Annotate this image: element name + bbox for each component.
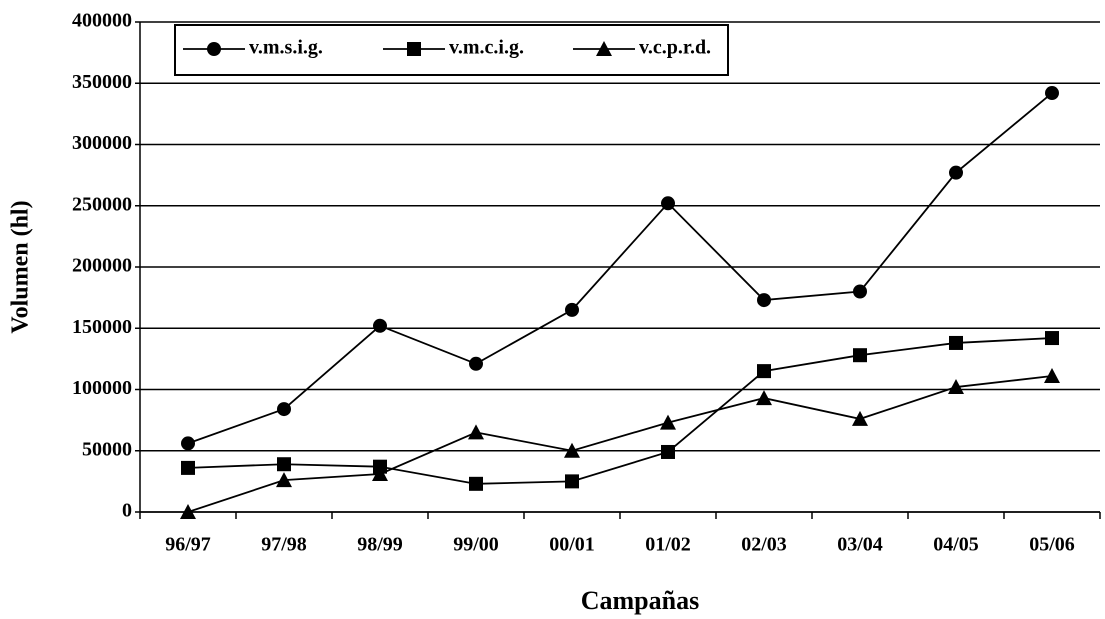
legend-label: v.m.c.i.g. (449, 37, 524, 59)
x-tick-label: 97/98 (261, 534, 307, 556)
marker (181, 436, 195, 451)
marker (564, 442, 580, 458)
marker (469, 476, 483, 491)
marker (948, 379, 964, 395)
marker (277, 402, 291, 417)
y-tick-label: 250000 (72, 193, 132, 215)
marker (565, 302, 579, 317)
x-tick-label: 98/99 (357, 534, 403, 556)
x-tick-label: 04/05 (933, 534, 979, 556)
marker (407, 42, 421, 56)
marker (661, 444, 675, 459)
marker (853, 284, 867, 299)
x-axis-label: Campañas (581, 586, 699, 615)
series-line (187, 92, 1053, 445)
marker (756, 390, 772, 406)
x-tick-label: 99/00 (453, 534, 499, 556)
series-line (187, 375, 1053, 513)
y-axis-label: Volumen (hl) (8, 200, 34, 333)
marker (661, 196, 675, 211)
marker (949, 335, 963, 350)
y-tick-label: 200000 (72, 255, 132, 277)
x-tick-label: 05/06 (1029, 534, 1075, 556)
marker (949, 165, 963, 180)
marker (276, 472, 292, 488)
y-tick-label: 350000 (72, 71, 132, 93)
marker (660, 414, 676, 430)
series-line (187, 337, 1053, 485)
y-tick-label: 300000 (72, 132, 132, 154)
marker (469, 356, 483, 371)
x-tick-label: 03/04 (837, 534, 883, 556)
marker (852, 410, 868, 426)
marker (207, 42, 221, 56)
marker (757, 293, 771, 308)
legend-label: v.c.p.r.d. (639, 37, 711, 59)
marker (468, 424, 484, 440)
legend-label: v.m.s.i.g. (249, 37, 323, 59)
y-tick-label: 400000 (72, 10, 132, 32)
y-tick-label: 50000 (82, 438, 132, 460)
legend (174, 24, 729, 76)
marker (1045, 331, 1059, 346)
marker (565, 474, 579, 489)
marker (1044, 368, 1060, 384)
x-tick-label: 00/01 (549, 534, 595, 556)
marker (181, 460, 195, 475)
marker (372, 466, 388, 482)
y-tick-label: 100000 (72, 377, 132, 399)
marker (596, 41, 612, 56)
y-tick-label: 0 (122, 500, 132, 522)
x-tick-label: 02/03 (741, 534, 787, 556)
x-tick-label: 96/97 (165, 534, 211, 556)
marker (757, 364, 771, 379)
x-tick-label: 01/02 (645, 534, 691, 556)
marker (180, 504, 196, 519)
marker (277, 457, 291, 472)
marker (373, 318, 387, 333)
y-tick-label: 150000 (72, 316, 132, 338)
marker (853, 348, 867, 363)
marker (1045, 86, 1059, 101)
